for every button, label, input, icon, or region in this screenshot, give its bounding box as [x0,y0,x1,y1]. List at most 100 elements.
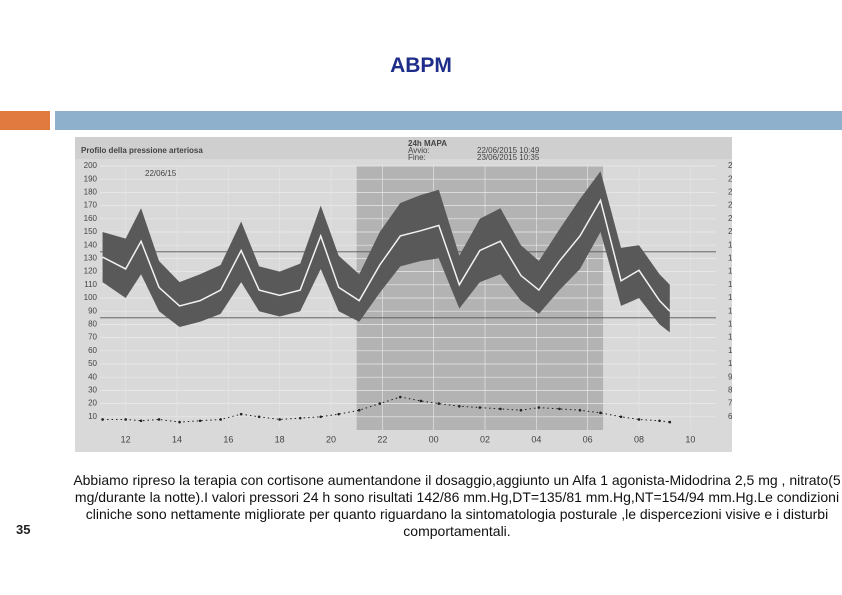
heart-rate-point [478,406,482,409]
start-date: 22/06/15 [145,169,177,178]
heart-rate-point [178,420,181,424]
heart-rate-point [658,419,661,423]
y2-tick-label: 150 [728,293,732,302]
x-tick-label: 18 [275,434,285,444]
header-label: 24h MAPA [408,139,447,148]
y-tick-label: 180 [84,188,98,197]
page-number: 35 [16,522,31,537]
heart-rate-point [499,407,502,411]
y-tick-label: 40 [88,372,97,381]
heart-rate-point [419,399,423,403]
y-tick-label: 150 [84,227,98,236]
y2-tick-label: 140 [728,306,732,315]
header-label: Avvio: [408,146,430,155]
y2-tick-label: 130 [728,320,732,329]
x-tick-label: 12 [121,434,131,444]
y2-tick-label: 240 [728,174,732,183]
y2-tick-label: 220 [728,201,732,210]
heart-rate-point [558,407,561,411]
heart-rate-point [239,412,243,416]
heart-rate-point [458,404,461,408]
y-tick-label: 120 [84,267,98,276]
heart-rate-point [619,415,623,419]
x-tick-label: 22 [377,434,387,444]
x-tick-label: 06 [583,434,593,444]
x-tick-label: 08 [634,434,644,444]
y2-tick-label: 90 [728,372,732,381]
x-tick-label: 16 [223,434,233,444]
y-tick-label: 140 [84,240,98,249]
heart-rate-point [219,418,222,421]
caption: Abbiamo ripreso la terapia con cortisone… [73,472,841,539]
header-bar [55,111,842,130]
y2-tick-label: 210 [728,214,732,223]
y2-tick-label: 170 [728,267,732,276]
y2-tick-label: 180 [728,254,732,263]
y-tick-label: 110 [84,280,97,289]
heart-rate-point [298,416,302,420]
mean-pressure-line [102,198,671,312]
x-tick-label: 10 [685,434,695,444]
y-tick-label: 80 [88,320,97,329]
x-tick-label: 00 [429,434,439,444]
y-tick-label: 20 [88,399,97,408]
heart-rate-point [101,418,104,421]
heart-rate-point [599,411,602,415]
chart-title: Profilo della pressione arteriosa [81,146,203,155]
y2-tick-label: 110 [728,346,732,355]
heart-rate-point [124,418,127,421]
y-tick-label: 200 [84,161,98,170]
y2-tick-label: 60 [728,412,732,421]
x-tick-label: 02 [480,434,490,444]
y-tick-label: 60 [88,346,97,355]
heart-rate-point [399,395,402,399]
heart-rate-line [102,396,670,423]
x-tick-label: 04 [531,434,541,444]
header-label: Fine: [408,153,426,162]
y2-tick-label: 250 [728,161,732,170]
heart-rate-point [278,418,281,421]
heart-rate-point [357,408,361,412]
heart-rate-point [157,418,161,421]
y-tick-label: 50 [88,359,97,368]
y-tick-label: 100 [84,293,98,302]
heart-rate-point [668,420,672,424]
heart-rate-point [337,412,341,416]
heart-rate-point [437,402,441,405]
y2-tick-label: 190 [728,240,732,249]
heart-rate-point [578,408,582,412]
slide-title: ABPM [390,54,452,77]
y2-tick-label: 160 [728,280,732,289]
y2-tick-label: 200 [728,227,732,236]
pressure-band [102,171,670,333]
y-tick-label: 190 [84,174,98,183]
chart-header [75,137,732,159]
y2-tick-label: 120 [728,333,732,342]
y-tick-label: 30 [88,386,97,395]
y-tick-label: 130 [84,254,98,263]
heart-rate-point [198,419,202,423]
y-tick-label: 70 [88,333,97,342]
accent-bar [0,111,50,130]
abpm-chart: Profilo della pressione arteriosa 24h MA… [75,137,732,452]
heart-rate-point [537,406,541,409]
y2-tick-label: 70 [728,399,732,408]
heart-rate-point [319,415,323,419]
y2-tick-label: 80 [728,386,732,395]
y-tick-label: 10 [88,412,97,421]
x-tick-label: 20 [326,434,336,444]
heart-rate-point [637,418,641,421]
y-tick-label: 90 [88,306,97,315]
heart-rate-point [139,419,143,423]
y-tick-label: 170 [84,201,98,210]
header-value: 22/06/2015 10:49 [477,146,540,155]
heart-rate-point [257,415,261,419]
y-tick-label: 160 [84,214,98,223]
heart-rate-point [519,408,523,412]
y2-tick-label: 230 [728,188,732,197]
y2-tick-label: 100 [728,359,732,368]
heart-rate-point [378,402,382,405]
x-tick-label: 14 [172,434,182,444]
header-value: 23/06/2015 10:35 [477,153,540,162]
